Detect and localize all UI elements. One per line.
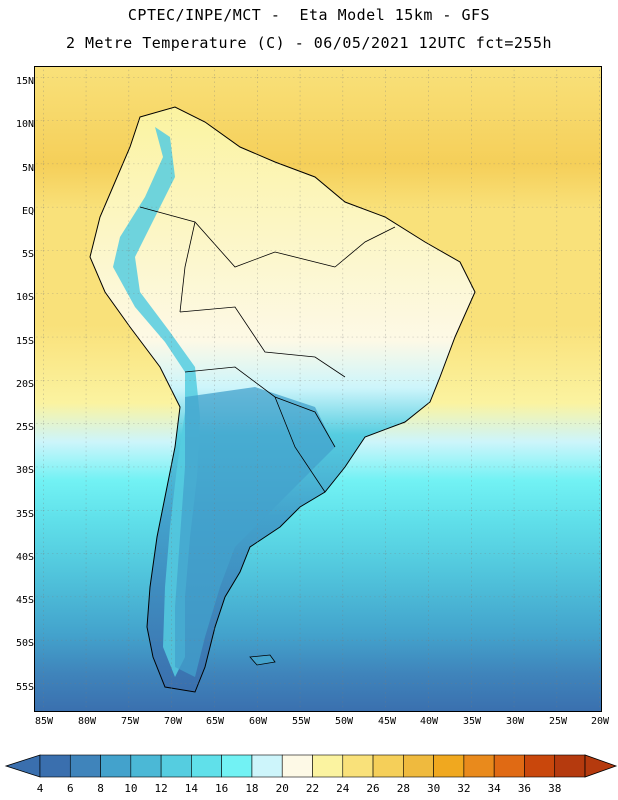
temperature-colorbar (4, 754, 618, 778)
lat-label-40s: 40S (15, 552, 34, 563)
lon-label-35w: 35W (462, 716, 482, 727)
lon-label-25w: 25W (548, 716, 568, 727)
colorbar-cells (39, 754, 586, 778)
colorbar-tick-label: 24 (336, 782, 350, 795)
lon-label-65w: 65W (205, 716, 225, 727)
colorbar-tick-label: 32 (457, 782, 471, 795)
lat-label-15n: 15N (15, 76, 34, 87)
colorbar-tick-label: 12 (154, 782, 168, 795)
lat-label-eq: EQ (21, 206, 34, 217)
colorbar-high-arrow (584, 754, 618, 778)
lon-label-55w: 55W (291, 716, 311, 727)
colorbar-cell (160, 754, 192, 778)
colorbar-cell (524, 754, 556, 778)
colorbar-tick-label: 6 (66, 782, 74, 795)
lat-label-35s: 35S (15, 509, 34, 520)
lat-label-10n: 10N (15, 119, 34, 130)
colorbar-cell (463, 754, 495, 778)
colorbar-cell (433, 754, 465, 778)
lon-label-20w: 20W (590, 716, 610, 727)
lon-label-30w: 30W (505, 716, 525, 727)
lat-label-5n: 5N (21, 163, 34, 174)
lat-label-15s: 15S (15, 336, 34, 347)
colorbar-tick-label: 10 (124, 782, 138, 795)
colorbar-cell (493, 754, 525, 778)
colorbar-tick-label: 18 (245, 782, 259, 795)
colorbar-tick-label: 30 (426, 782, 441, 795)
colorbar-cell (251, 754, 283, 778)
lat-label-30s: 30S (15, 465, 34, 476)
colorbar-cell (403, 754, 434, 778)
colorbar-cell (281, 754, 313, 778)
temperature-map (34, 66, 602, 712)
colorbar-tick-label: 14 (184, 782, 198, 795)
colorbar-cell (221, 754, 253, 778)
colorbar-cell (312, 754, 344, 778)
lon-label-40w: 40W (419, 716, 439, 727)
lat-label-45s: 45S (15, 595, 34, 606)
colorbar-cell (39, 754, 71, 778)
colorbar-cell (69, 754, 101, 778)
colorbar-tick-label: 20 (275, 782, 289, 795)
colorbar-cell (554, 754, 586, 778)
colorbar-cell (130, 754, 162, 778)
lon-label-75w: 75W (120, 716, 140, 727)
colorbar-cell (191, 754, 222, 778)
lon-label-70w: 70W (163, 716, 183, 727)
map-title-line1: CPTEC/INPE/MCT - Eta Model 15km - GFS (127, 6, 491, 24)
lon-label-85w: 85W (34, 716, 54, 727)
colorbar-tick-label: 34 (487, 782, 501, 795)
lon-label-50w: 50W (334, 716, 354, 727)
map-title-line2: 2 Metre Temperature (C) - 06/05/2021 12U… (65, 34, 553, 52)
colorbar-tick-label: 36 (517, 782, 532, 795)
colorbar-tick-label: 38 (548, 782, 562, 795)
colorbar-tick-label: 16 (215, 782, 229, 795)
colorbar-tick-label: 28 (396, 782, 410, 795)
lat-label-5s: 5S (21, 249, 34, 260)
colorbar-tick-label: 4 (36, 782, 44, 795)
lat-label-25s: 25S (15, 422, 34, 433)
lat-label-10s: 10S (15, 292, 34, 303)
lat-label-55s: 55S (15, 682, 34, 693)
lat-label-50s: 50S (15, 638, 34, 649)
colorbar-cell (372, 754, 404, 778)
lat-label-20s: 20S (15, 379, 34, 390)
colorbar-tick-label: 22 (305, 782, 320, 795)
lat-lon-grid (35, 67, 601, 711)
colorbar-tick-label: 8 (97, 782, 104, 795)
colorbar-low-arrow (4, 754, 41, 778)
colorbar-cell (342, 754, 374, 778)
colorbar-tick-label: 26 (366, 782, 380, 795)
lon-label-45w: 45W (377, 716, 397, 727)
colorbar-cell (100, 754, 132, 778)
lon-label-80w: 80W (77, 716, 97, 727)
lon-label-60w: 60W (248, 716, 268, 727)
